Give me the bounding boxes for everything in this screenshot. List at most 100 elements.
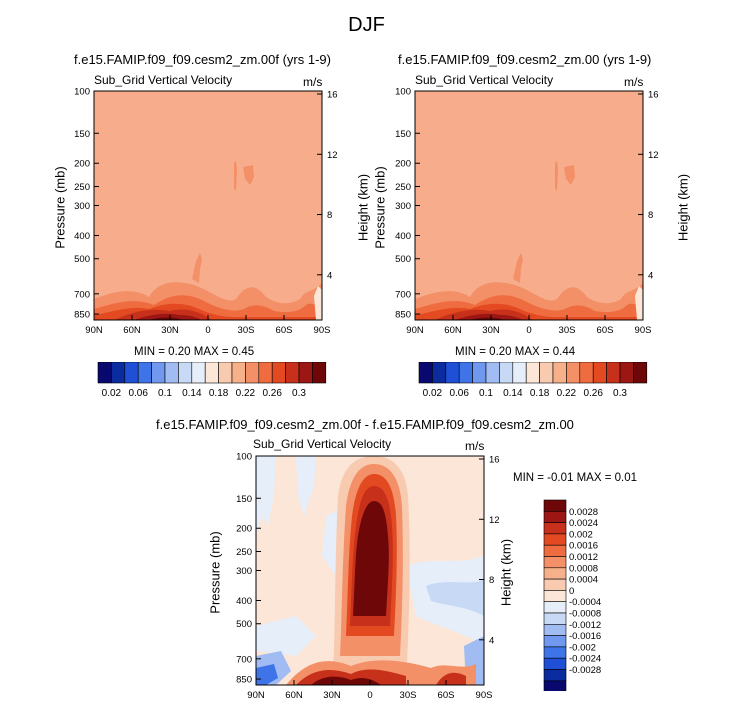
colorbar-label: 0.26	[262, 388, 282, 399]
colorbar-swatch	[298, 362, 313, 384]
ytick-label: 300	[236, 566, 252, 577]
panel2-contour-spot-a	[555, 161, 558, 191]
colorbar-label: 0.1	[479, 388, 493, 399]
colorbar-swatch	[512, 362, 527, 384]
colorbar-swatch	[204, 362, 219, 384]
colorbar-label: 0.002	[569, 529, 593, 540]
colorbar-label: 0.0016	[569, 541, 598, 552]
colorbar-swatch	[137, 362, 152, 384]
colorbar-swatch	[258, 362, 273, 384]
main-title: DJF	[348, 14, 385, 36]
colorbar-label: 0.3	[292, 388, 306, 399]
xtick-label: 0	[526, 325, 531, 336]
colorbar-right: 0.02 0.06 0.1 0.14 0.18 0.22 0.26 0.3	[418, 362, 648, 399]
panel1-stats: MIN = 0.20 MAX = 0.45	[134, 346, 255, 358]
panel1-yticks-right: 16 12 8 4	[317, 90, 338, 281]
panel1-contour-layer-5	[134, 313, 202, 320]
panel3-stats: MIN = -0.01 MAX = 0.01	[513, 472, 638, 484]
panel1-contour-edge	[314, 286, 322, 320]
panel2-title: f.e15.FAMIP.f09_f09.cesm2_zm.00 (yrs 1-9…	[398, 52, 652, 67]
colorbar-swatch	[543, 635, 567, 648]
ytick-label: 150	[395, 129, 411, 140]
colorbar-swatch	[191, 362, 206, 384]
xtick-label: 90N	[85, 325, 103, 336]
colorbar-swatch	[151, 362, 166, 384]
colorbar-label: 0.06	[449, 388, 469, 399]
ytick-label: 850	[395, 310, 411, 321]
panel1-contour-spot-b	[243, 165, 254, 185]
ytick-label: 500	[74, 254, 90, 265]
ytick-label: 200	[236, 524, 252, 535]
ytick-label: 850	[236, 675, 252, 686]
panel2-field-background	[415, 91, 643, 320]
colorbar-swatch	[543, 601, 567, 614]
colorbar-label: 0.14	[182, 388, 202, 399]
xtick-label: 90S	[314, 325, 331, 336]
colorbar-swatch	[178, 362, 193, 384]
xtick-label: 60S	[276, 325, 293, 336]
panel1-title: f.e15.FAMIP.f09_f09.cesm2_zm.00f (yrs 1-…	[74, 52, 331, 67]
colorbar-swatch	[592, 362, 607, 384]
colorbar-swatch	[525, 362, 540, 384]
colorbar-label: 0.02	[423, 388, 443, 399]
xtick-label: 30S	[559, 325, 576, 336]
colorbar-swatch	[543, 544, 567, 557]
colorbar-swatch	[606, 362, 621, 384]
panel2-contour-spot-b	[564, 165, 575, 185]
ytick-right-label: 16	[489, 455, 500, 466]
panel2-stats: MIN = 0.20 MAX = 0.44	[455, 346, 576, 358]
panel2-xticks: 90N 60N 30N 0 30S 60S 90S	[406, 315, 651, 336]
ytick-right-label: 8	[648, 210, 653, 221]
colorbar-swatch	[543, 646, 567, 659]
panel2-contour-layer-5	[455, 313, 523, 320]
ytick-label: 100	[236, 452, 252, 463]
colorbar-label: 0.22	[236, 388, 256, 399]
panel3-ylabel: Pressure (mb)	[207, 531, 223, 614]
colorbar-swatch	[445, 362, 460, 384]
colorbar-swatch	[543, 567, 567, 580]
panel1-variable: Sub_Grid Vertical Velocity	[94, 73, 233, 87]
ytick-label: 300	[74, 201, 90, 212]
ytick-label: 400	[395, 231, 411, 242]
ytick-label: 850	[74, 310, 90, 321]
colorbar-swatch	[111, 362, 126, 384]
ytick-label: 400	[236, 596, 252, 607]
colorbar-label: -0.0004	[569, 597, 601, 608]
colorbar-label: 0.02	[102, 388, 122, 399]
colorbar-label: -0.0016	[569, 631, 601, 642]
colorbar-swatch	[579, 362, 594, 384]
xtick-label: 30S	[238, 325, 255, 336]
panel2-ylabel-right: Height (km)	[675, 173, 691, 242]
panel3-xticks: 90N 60N 30N 0 30S 60S 90S	[247, 680, 492, 701]
xtick-label: 60N	[123, 325, 141, 336]
colorbar-swatch	[418, 362, 433, 384]
colorbar-label: 0.0004	[569, 575, 598, 586]
ytick-right-label: 8	[327, 210, 332, 221]
panel1-contour-spot-a	[234, 161, 237, 191]
xtick-label: 0	[205, 325, 210, 336]
colorbar-label: 0.06	[128, 388, 148, 399]
colorbar-swatch	[312, 362, 327, 384]
colorbar-swatch	[543, 657, 567, 670]
panel3-contour-blue-e	[426, 580, 484, 616]
ytick-label: 500	[395, 254, 411, 265]
xtick-label: 90S	[635, 325, 652, 336]
panel3-contour-bottom-3	[311, 676, 381, 685]
colorbar-label: 0.18	[209, 388, 229, 399]
ytick-label: 700	[395, 289, 411, 300]
panel2-yticks: 100 150 200 250 300 400 500 700 850	[395, 87, 420, 321]
panel1-field-background	[94, 91, 322, 320]
panel2-plot: 100 150 200 250 300 400 500 700 850 16 12 8 4 90N 60…	[395, 87, 658, 337]
colorbar-swatch	[164, 362, 179, 384]
colorbar-label: 0.22	[557, 388, 577, 399]
colorbar-swatch	[218, 362, 233, 384]
ytick-label: 100	[74, 87, 90, 98]
panel3-title: f.e15.FAMIP.f09_f09.cesm2_zm.00f - f.e15…	[156, 417, 574, 432]
colorbar-swatch	[543, 590, 567, 603]
colorbar-swatch	[543, 680, 567, 691]
ytick-right-label: 12	[489, 515, 500, 526]
xtick-label: 60N	[444, 325, 462, 336]
colorbar-swatch	[231, 362, 246, 384]
panel3-contour-blue-f	[256, 616, 316, 656]
colorbar-swatch	[124, 362, 139, 384]
